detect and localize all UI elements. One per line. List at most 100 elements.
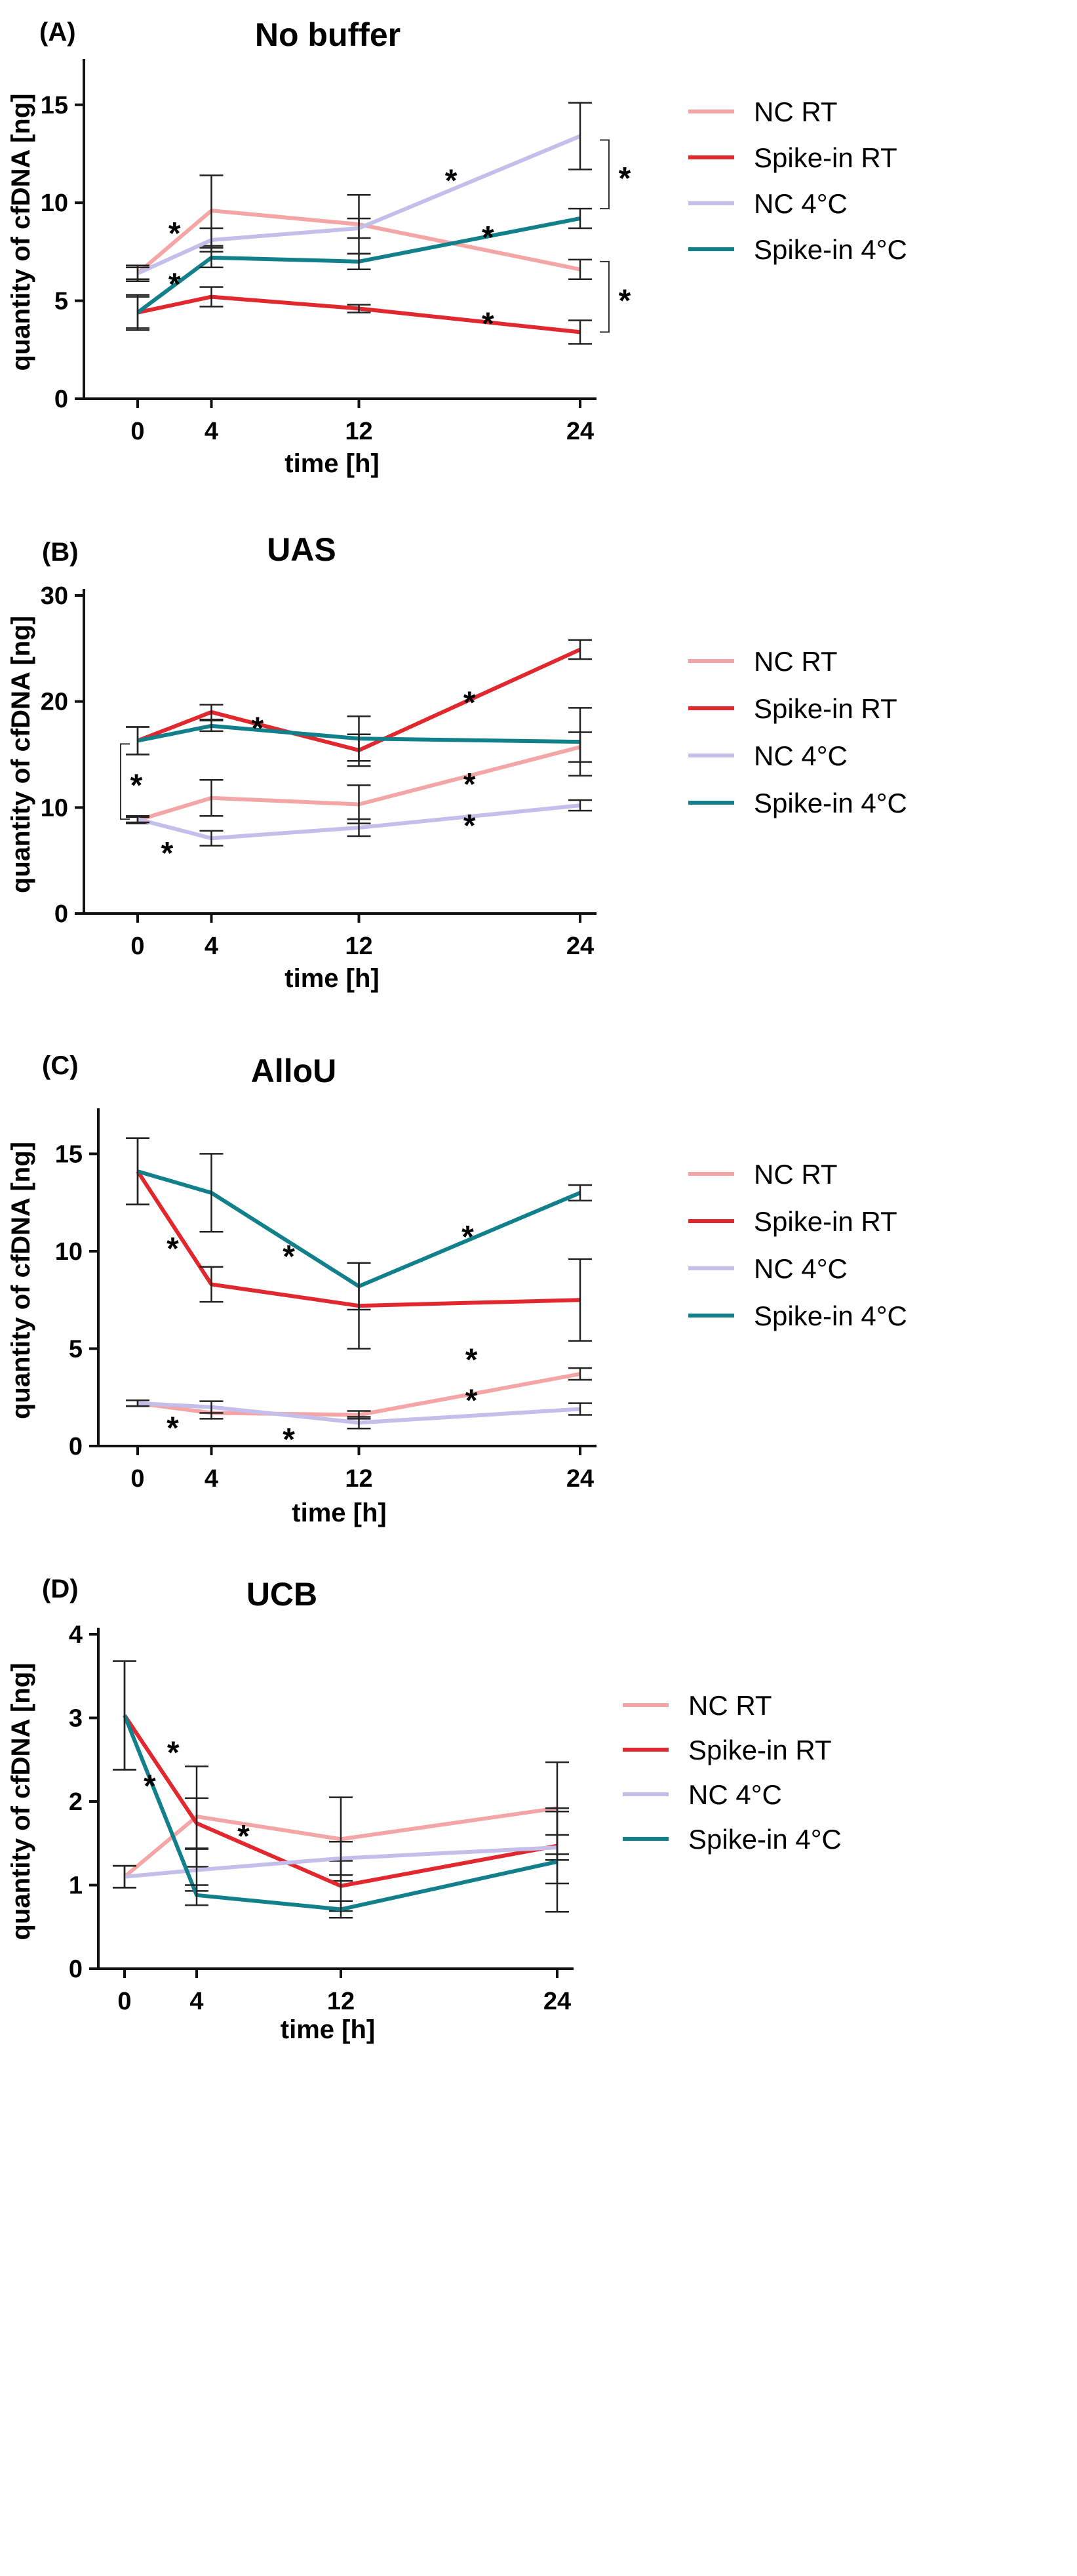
y-tick-label: 10 — [55, 1238, 83, 1266]
significance-star: * — [161, 836, 174, 871]
chart-title: UCB — [246, 1576, 317, 1613]
series-line — [123, 1714, 558, 1888]
series-line — [137, 1372, 581, 1417]
x-tick-label: 24 — [566, 418, 594, 445]
panel-a: (A) No buffer 0 5 10 15 0 4 12 24 quantity of cfDN… — [7, 16, 907, 478]
significance-star: * — [463, 686, 476, 721]
significance-star: * — [166, 1411, 179, 1445]
significance-star: * — [168, 268, 181, 302]
legend-item: Spike-in 4°C — [623, 1824, 842, 1855]
x-tick-label: 4 — [205, 1465, 218, 1493]
significance-star: * — [283, 1239, 295, 1274]
y-tick-label: 20 — [41, 689, 68, 716]
series-nc-4c — [113, 1834, 569, 1892]
y-tick-label: 3 — [69, 1705, 83, 1733]
significance-star: * — [465, 1342, 478, 1377]
y-axis-label: quantity of cfDNA [ng] — [7, 1142, 35, 1419]
y-tick-label: 0 — [54, 386, 68, 413]
legend-label: Spike-in RT — [754, 142, 897, 173]
panel-b: (B) UAS 0 10 20 30 0 4 12 24 quantity of cfDNA [ng… — [7, 531, 907, 993]
significance-star: * — [168, 216, 181, 251]
chart-title: AlloU — [251, 1053, 337, 1089]
significance-star: * — [167, 1736, 180, 1771]
series-spike-4c — [126, 1137, 592, 1311]
legend-label: Spike-in RT — [754, 693, 897, 724]
panel-c: (C) AlloU 0 5 10 15 0 4 12 24 quantity of cfDNA [n… — [7, 1051, 907, 1527]
y-tick-label: 15 — [41, 92, 68, 119]
series-nc-4c — [126, 1399, 592, 1430]
legend-item: NC 4°C — [688, 740, 848, 771]
significance-star: * — [461, 1220, 474, 1255]
legend-label: Spike-in 4°C — [688, 1824, 842, 1855]
significance-star: * — [283, 1422, 295, 1457]
series-line — [136, 216, 581, 314]
series-line — [136, 209, 581, 275]
legend-label: Spike-in 4°C — [754, 788, 907, 818]
legend-label: Spike-in 4°C — [754, 234, 907, 265]
y-tick-label: 10 — [41, 190, 68, 217]
significance-star: * — [144, 1769, 156, 1804]
significance-star: * — [251, 711, 264, 746]
panel-label: (C) — [42, 1051, 79, 1080]
significance-star: * — [166, 1232, 179, 1266]
series-line — [137, 1401, 581, 1425]
x-tick-label: 24 — [566, 933, 594, 960]
series-line — [123, 1714, 558, 1912]
legend-item: Spike-in 4°C — [688, 1300, 907, 1331]
legend-item: Spike-in 4°C — [688, 788, 907, 818]
significance-star: * — [445, 163, 458, 198]
series-line — [136, 1170, 581, 1308]
y-axis-label: quantity of cfDNA [ng] — [7, 94, 35, 371]
y-tick-label: 0 — [69, 1956, 83, 1983]
bracket-star: * — [619, 161, 631, 196]
x-axis-label: time [h] — [284, 449, 379, 478]
legend-item: Spike-in RT — [688, 693, 897, 724]
series-line — [136, 134, 581, 275]
x-axis-label: time [h] — [281, 2015, 375, 2044]
series-nc-4c — [126, 102, 592, 280]
series-line — [137, 745, 581, 822]
x-tick-label: 4 — [205, 418, 218, 445]
legend-label: NC RT — [754, 646, 838, 677]
series-spike-4c — [126, 207, 592, 329]
series-line — [137, 1169, 581, 1289]
y-tick-label: 5 — [69, 1335, 83, 1363]
x-tick-label: 12 — [327, 1988, 355, 2015]
legend-item: NC RT — [688, 96, 838, 127]
y-tick-label: 1 — [69, 1872, 83, 1900]
legend-item: NC 4°C — [688, 1253, 848, 1284]
significance-star: * — [482, 306, 494, 341]
panel-label: (B) — [42, 538, 79, 567]
legend-label: Spike-in RT — [754, 1206, 897, 1237]
x-tick-label: 0 — [130, 933, 144, 960]
x-tick-label: 12 — [345, 1465, 372, 1493]
significance-star: * — [463, 809, 476, 843]
panel-label: (D) — [42, 1575, 79, 1603]
series-spike-4c — [113, 1660, 569, 1919]
significance-bracket — [120, 743, 130, 820]
y-tick-label: 0 — [54, 900, 68, 928]
series-line — [137, 723, 581, 744]
legend-label: NC RT — [754, 96, 838, 127]
x-tick-label: 0 — [117, 1988, 131, 2015]
panel-label: (A) — [39, 18, 76, 47]
legend-item: NC RT — [688, 646, 838, 677]
y-axis-label: quantity of cfDNA [ng] — [7, 1663, 35, 1941]
bracket-star: * — [130, 769, 143, 803]
x-tick-label: 0 — [130, 1465, 144, 1493]
y-tick-label: 4 — [69, 1621, 83, 1649]
series-spike-4c — [126, 707, 592, 777]
significance-star: * — [465, 1384, 478, 1419]
legend-item: Spike-in RT — [688, 1206, 897, 1237]
legend-item: Spike-in 4°C — [688, 234, 907, 265]
bracket-star: * — [619, 284, 631, 319]
legend-label: NC RT — [754, 1159, 838, 1190]
legend-item: NC RT — [623, 1690, 772, 1721]
x-axis-label: time [h] — [284, 964, 379, 993]
legend-item: Spike-in RT — [688, 142, 897, 173]
x-tick-label: 24 — [543, 1988, 571, 2015]
y-tick-label: 10 — [41, 794, 68, 822]
legend-label: Spike-in 4°C — [754, 1300, 907, 1331]
legend-label: NC 4°C — [754, 1253, 848, 1284]
